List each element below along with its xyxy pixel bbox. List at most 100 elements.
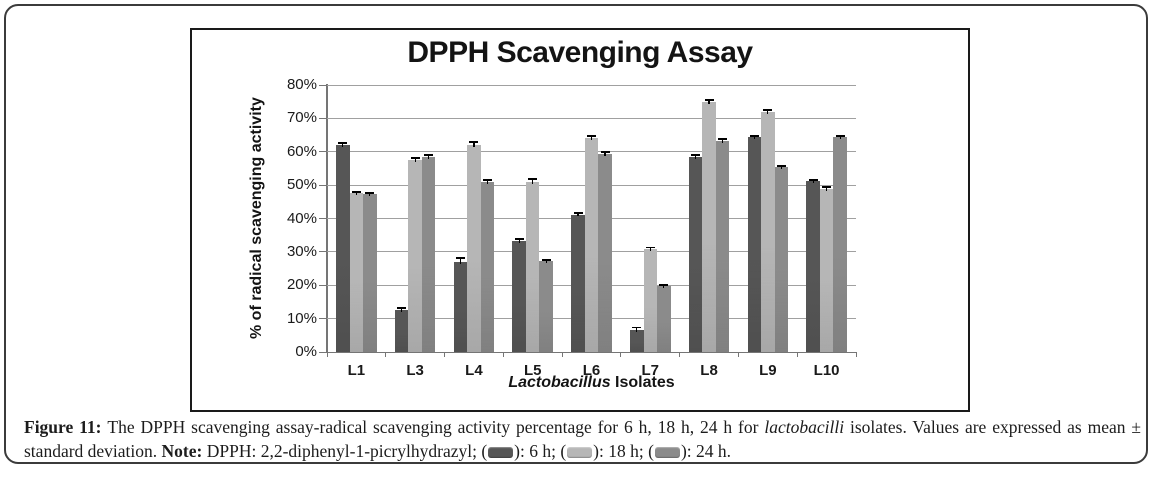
plot-area: 0% 10% 20% 30% 40% 50% 60% 70% 80% L1 L3 L4 L5 L6 L7 L8…	[287, 76, 857, 379]
x-tick	[561, 352, 563, 357]
error-bar-cap	[718, 138, 728, 141]
x-axis-title: Lactobacillus Isolates	[327, 374, 856, 392]
y-tick-label: 20%	[286, 276, 317, 294]
legend-swatch-6h	[488, 446, 514, 458]
error-bar-cap	[587, 134, 596, 137]
caption-text-segment: Figure 11:	[24, 417, 108, 437]
bar-L5-24h	[539, 261, 553, 352]
x-category-label: L3	[406, 362, 424, 379]
error-bar-cap	[351, 191, 361, 193]
x-category-label: L10	[813, 362, 840, 379]
y-tick	[319, 351, 326, 353]
error-bar	[839, 135, 841, 140]
error-bar	[694, 154, 697, 159]
caption-text-segment: ): 18 h; (	[593, 440, 654, 461]
x-tick	[855, 352, 857, 357]
caption-text-segment: ): 6 h; (	[514, 440, 567, 461]
error-bar-cap	[514, 238, 524, 240]
bar-L5-18h	[525, 181, 540, 352]
y-tick	[319, 284, 326, 286]
error-bar-cap	[455, 256, 465, 259]
x-category-label: L5	[523, 362, 542, 379]
bar-L4-6h	[453, 261, 468, 352]
figure-frame: DPPH Scavenging Assay % of radical scave…	[4, 4, 1148, 464]
y-tick	[319, 184, 326, 186]
error-bar-cap	[469, 141, 479, 144]
bar-L3-6h	[394, 310, 409, 352]
error-bar	[649, 247, 651, 252]
x-tick	[796, 352, 798, 357]
error-bar-cap	[691, 153, 701, 156]
error-bar	[663, 284, 665, 289]
error-bar-cap	[338, 141, 348, 144]
x-tick	[620, 352, 622, 357]
x-tick	[385, 352, 387, 357]
error-bar	[590, 135, 593, 140]
error-bar	[812, 180, 814, 184]
error-bar	[604, 152, 606, 156]
error-bar	[708, 100, 710, 104]
y-tick	[319, 84, 326, 86]
x-tick	[737, 352, 739, 357]
bar-L9-6h	[747, 136, 762, 352]
bar-L4-24h	[480, 181, 495, 352]
figure-caption: Figure 11: The DPPH scavenging assay-rad…	[24, 416, 1141, 463]
error-bar	[721, 139, 724, 143]
error-bar-cap	[600, 151, 610, 153]
error-bar	[518, 239, 520, 244]
y-tick-label: 50%	[286, 176, 317, 194]
bar-L1-6h	[336, 145, 350, 352]
error-bar-cap	[397, 307, 407, 310]
bar-L10-24h	[833, 137, 847, 352]
caption-text-segment: isolates. Values are expressed as mean ±…	[24, 417, 1141, 461]
x-category-label: L4	[465, 362, 483, 379]
caption-text-segment: ): 24 h.	[680, 440, 732, 461]
x-category-label: L7	[641, 362, 660, 379]
bar-L6-24h	[598, 153, 612, 352]
error-bar-cap	[645, 246, 655, 249]
legend-swatch-24h	[654, 446, 680, 458]
error-bar	[428, 154, 430, 160]
bar-L3-24h	[421, 157, 436, 352]
error-bar-cap	[776, 164, 786, 167]
bar-L7-24h	[657, 286, 671, 352]
bar-L7-6h	[630, 330, 644, 352]
bar-L5-6h	[512, 241, 526, 352]
x-category-label: L8	[700, 362, 718, 379]
error-bar-cap	[763, 109, 773, 112]
chart-title: DPPH Scavenging Assay	[407, 36, 753, 69]
caption-text-segment: Note:	[161, 440, 203, 461]
bar-L8-18h	[702, 101, 716, 352]
y-tick-label: 80%	[286, 76, 317, 93]
x-category-label: L6	[582, 362, 601, 379]
error-bar	[473, 142, 475, 148]
x-axis-title-regular: Isolates	[610, 374, 675, 391]
x-tick	[679, 352, 681, 357]
error-bar-cap	[573, 212, 583, 214]
error-bar	[577, 213, 579, 217]
error-bar	[401, 308, 403, 313]
error-bar	[767, 110, 769, 114]
bar-L10-18h	[819, 189, 834, 352]
error-bar	[414, 157, 416, 163]
x-tick	[502, 352, 504, 357]
error-bar-cap	[749, 134, 759, 137]
x-axis-line	[327, 351, 856, 353]
error-bar	[459, 257, 462, 264]
error-bar	[753, 135, 755, 139]
error-bar-cap	[659, 283, 669, 286]
gridline	[327, 84, 856, 86]
x-tick	[326, 352, 328, 357]
bar-L3-18h	[408, 160, 422, 352]
error-bar-cap	[528, 178, 538, 181]
x-category-label: L9	[759, 362, 777, 379]
legend-swatch-18h	[567, 446, 593, 458]
bar-L8-24h	[715, 140, 730, 352]
y-tick-label: 60%	[286, 142, 317, 160]
bar-L1-18h	[349, 193, 364, 352]
bar-L6-6h	[571, 214, 585, 352]
error-bar	[486, 180, 489, 184]
bar-L6-18h	[584, 137, 599, 352]
x-tick	[444, 352, 446, 357]
error-bar-cap	[822, 186, 832, 189]
